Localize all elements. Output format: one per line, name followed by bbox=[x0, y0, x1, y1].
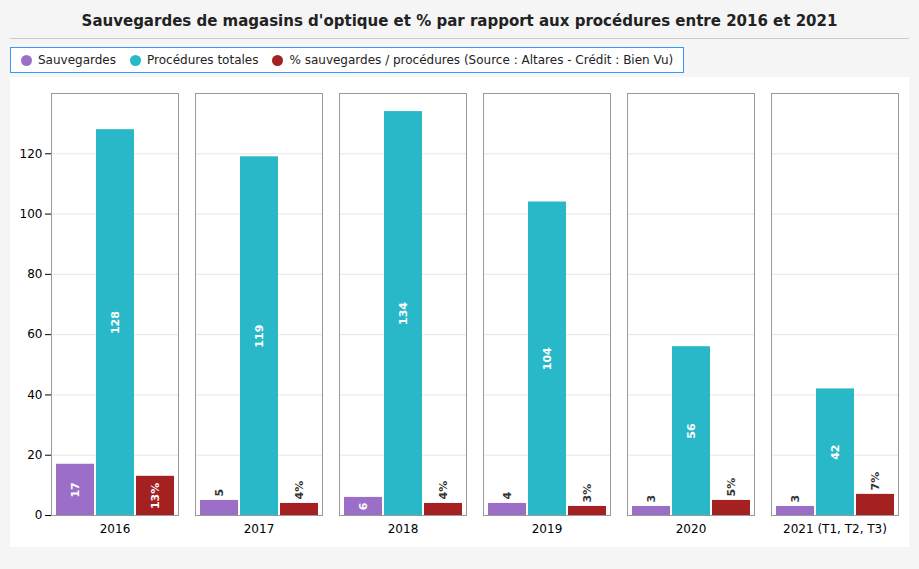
svg-text:17: 17 bbox=[69, 482, 82, 497]
svg-text:120: 120 bbox=[20, 147, 43, 161]
svg-text:4%: 4% bbox=[437, 481, 450, 500]
svg-text:6: 6 bbox=[357, 502, 370, 510]
svg-text:2016: 2016 bbox=[100, 522, 131, 536]
svg-text:134: 134 bbox=[397, 302, 410, 325]
svg-text:5%: 5% bbox=[725, 478, 738, 497]
svg-text:4%: 4% bbox=[293, 481, 306, 500]
svg-text:40: 40 bbox=[27, 388, 42, 402]
svg-text:13%: 13% bbox=[149, 483, 162, 509]
svg-text:3%: 3% bbox=[581, 484, 594, 503]
svg-text:56: 56 bbox=[685, 423, 698, 439]
svg-text:2017: 2017 bbox=[244, 522, 275, 536]
svg-text:7%: 7% bbox=[869, 472, 882, 491]
svg-text:5: 5 bbox=[213, 489, 226, 497]
svg-text:2021 (T1, T2, T3): 2021 (T1, T2, T3) bbox=[783, 522, 887, 536]
html-text:Sauvegardes: Sauvegardes bbox=[38, 53, 116, 67]
svg-text:42: 42 bbox=[829, 445, 842, 460]
svg-text:2020: 2020 bbox=[676, 522, 707, 536]
svg-text:20: 20 bbox=[27, 448, 42, 462]
svg-text:100: 100 bbox=[20, 207, 43, 221]
html-text:Procédures totales: Procédures totales bbox=[147, 53, 259, 67]
svg-text:3: 3 bbox=[645, 495, 658, 503]
svg-text:119: 119 bbox=[253, 325, 266, 348]
html-text:% sauvegardes / procédures (So: % sauvegardes / procédures (Source : Alt… bbox=[289, 53, 674, 67]
svg-text:0: 0 bbox=[35, 508, 43, 522]
svg-text:60: 60 bbox=[27, 327, 42, 341]
svg-text:4: 4 bbox=[501, 491, 514, 499]
svg-text:2019: 2019 bbox=[532, 522, 563, 536]
svg-text:104: 104 bbox=[541, 347, 554, 370]
svg-text:80: 80 bbox=[27, 267, 42, 281]
html-text:Sauvegardes de magasins d'opti: Sauvegardes de magasins d'optique et % p… bbox=[81, 12, 838, 30]
svg-text:3: 3 bbox=[789, 495, 802, 503]
svg-text:128: 128 bbox=[109, 311, 122, 334]
svg-text:2018: 2018 bbox=[388, 522, 419, 536]
